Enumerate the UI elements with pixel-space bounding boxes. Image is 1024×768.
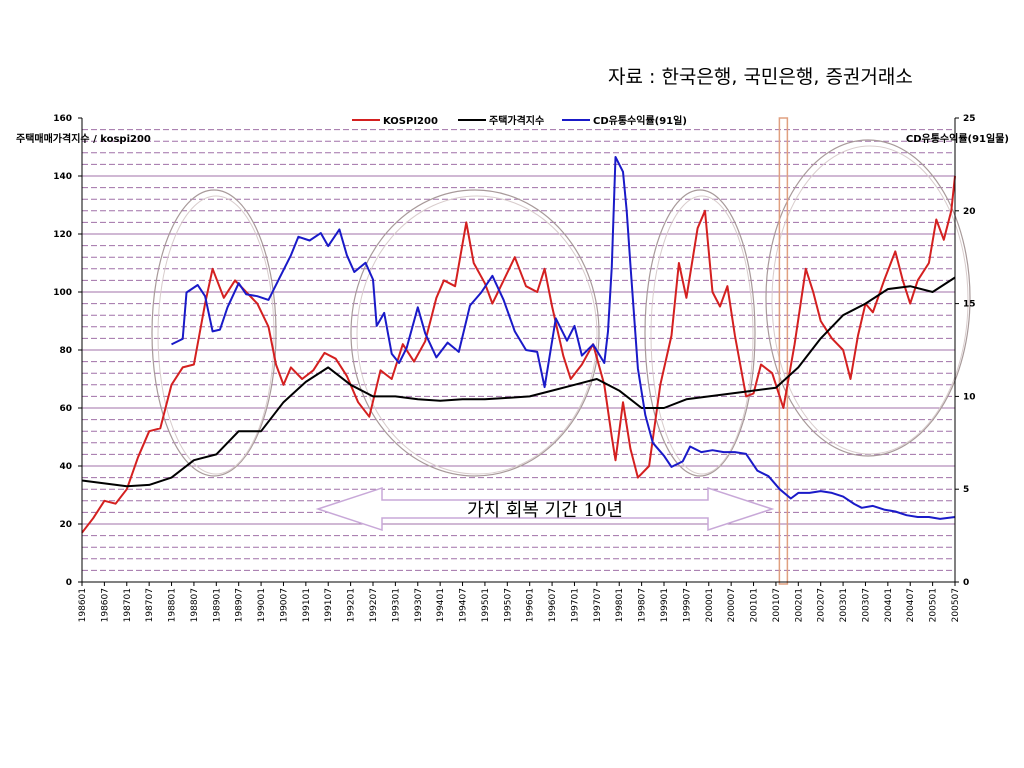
y-left-tick-label: 160 <box>53 114 72 124</box>
x-tick-label: 200207 <box>817 588 827 622</box>
x-tick-label: 198701 <box>123 588 133 622</box>
x-tick-label: 199801 <box>615 588 625 622</box>
x-tick-label: 200107 <box>772 588 782 622</box>
series-lines <box>81 156 956 534</box>
x-tick-label: 198707 <box>145 588 155 622</box>
legend-label: 주택가격지수 <box>489 114 544 127</box>
x-tick-label: 199001 <box>257 588 267 622</box>
x-tick-label: 199307 <box>414 588 424 622</box>
x-tick-label: 199407 <box>459 588 469 622</box>
arrow-label: 가치 회복 기간 10년 <box>467 500 623 521</box>
y-right-tick-label: 5 <box>963 485 969 495</box>
x-tick-label: 199907 <box>682 588 692 622</box>
source-note: 자료 : 한국은행, 국민은행, 증권거래소 <box>608 66 913 88</box>
y-left-tick-label: 0 <box>66 578 72 588</box>
highlight-rect <box>778 117 789 585</box>
y-left-tick-label: 80 <box>59 346 72 356</box>
x-tick-label: 199607 <box>548 588 558 622</box>
y-left-tick-label: 60 <box>59 404 72 414</box>
y-right-tick-label: 10 <box>963 392 976 402</box>
grid-lines <box>82 129 955 571</box>
x-tick-label: 200101 <box>750 588 760 622</box>
housing-index-line <box>81 276 956 488</box>
x-tick-label: 199501 <box>481 588 491 622</box>
x-tick-label: 199101 <box>302 588 312 622</box>
x-tick-label: 198601 <box>78 588 88 622</box>
x-tick-label: 198807 <box>190 588 200 622</box>
x-tick-label: 199007 <box>279 588 289 622</box>
x-tick-label: 198901 <box>212 588 222 622</box>
y-right-tick-label: 0 <box>963 578 969 588</box>
x-tick-label: 199507 <box>503 588 513 622</box>
x-tick-label: 198607 <box>100 588 110 622</box>
x-tick-label: 199807 <box>638 588 648 622</box>
y-right-label: CD유통수익률(91일물) <box>906 132 1009 145</box>
y-left-tick-label: 100 <box>53 288 72 298</box>
y-right-tick-label: 25 <box>963 114 976 124</box>
x-tick-label: 199901 <box>660 588 670 622</box>
x-tick-label: 199107 <box>324 588 334 622</box>
legend: KOSPI200 주택가격지수 CD유통수익률(91일) <box>352 114 687 127</box>
legend-label: CD유통수익률(91일) <box>593 114 687 127</box>
y-left-tick-label: 40 <box>59 462 72 472</box>
x-tick-label: 198907 <box>235 588 245 622</box>
y-right-ticks: 0 5 10 15 20 25 <box>955 114 976 588</box>
x-tick-label: 200407 <box>906 588 916 622</box>
cd-rate-line <box>171 156 956 520</box>
ellipse-annotation-inner <box>356 195 598 475</box>
x-tick-label: 199207 <box>369 588 379 622</box>
legend-label: KOSPI200 <box>383 116 438 127</box>
x-tick-label: 200507 <box>951 588 961 622</box>
highlight-band <box>778 117 789 585</box>
ellipse-annotation-inner <box>157 195 275 475</box>
recovery-arrow: 가치 회복 기간 10년 <box>315 486 775 532</box>
ellipse-annotation <box>644 189 756 477</box>
y-right-tick-label: 15 <box>963 300 976 310</box>
double-arrow <box>315 486 775 532</box>
x-tick-label: 200007 <box>727 588 737 622</box>
kospi-line <box>81 175 956 534</box>
x-tick-label: 200307 <box>861 588 871 622</box>
y-left-tick-label: 120 <box>53 230 72 240</box>
ellipse-annotation-inner <box>771 145 969 455</box>
ellipse-annotation <box>350 189 600 477</box>
x-tick-label: 199707 <box>593 588 603 622</box>
x-tick-label: 199401 <box>436 588 446 622</box>
x-tick-label: 199601 <box>526 588 536 622</box>
y-left-tick-label: 140 <box>53 172 72 182</box>
x-tick-label: 199201 <box>347 588 357 622</box>
x-tick-label: 200001 <box>705 588 715 622</box>
x-tick-label: 200301 <box>839 588 849 622</box>
ellipse-annotation <box>765 139 971 457</box>
y-left-ticks: 0 20 40 60 80 100 120 140 160 <box>53 114 82 588</box>
y-right-tick-label: 20 <box>963 207 976 217</box>
x-tick-label: 200501 <box>929 588 939 622</box>
x-ticks: 198601 198607 198701 198707 198801 198807 1989… <box>78 582 961 622</box>
y-left-label: 주택매매가격지수 / kospi200 <box>16 132 151 145</box>
y-left-tick-label: 20 <box>59 520 72 530</box>
ellipse-annotation <box>151 189 277 477</box>
x-tick-label: 198801 <box>168 588 178 622</box>
x-tick-label: 199701 <box>570 588 580 622</box>
x-tick-label: 200201 <box>794 588 804 622</box>
x-tick-label: 199301 <box>391 588 401 622</box>
ellipse-annotations <box>151 139 971 477</box>
ellipse-annotation-inner <box>650 195 754 475</box>
x-tick-label: 200401 <box>884 588 894 622</box>
